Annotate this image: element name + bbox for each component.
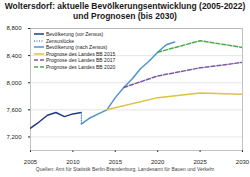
svg-text:2025: 2025	[193, 159, 207, 165]
svg-text:7,200: 7,200	[6, 134, 22, 140]
svg-text:7,600: 7,600	[6, 107, 22, 113]
svg-text:2005: 2005	[24, 159, 38, 165]
html-text:Prognose des Landes BB 2017: Prognose des Landes BB 2017	[46, 57, 116, 63]
html-text:Bevölkerung (nach Zensus): Bevölkerung (nach Zensus)	[46, 44, 108, 50]
svg-text:8,000: 8,000	[6, 80, 22, 86]
svg-text:8,400: 8,400	[6, 53, 22, 59]
html-text:Woltersdorf: aktuelle Bevölker: Woltersdorf: aktuelle Bevölkerungsentwic…	[4, 1, 246, 21]
html-text:Quellen: Amt für Statistik Ber: Quellen: Amt für Statistik Berlin-Brande…	[35, 166, 215, 172]
svg-text:2020: 2020	[151, 159, 165, 165]
svg-text:2015: 2015	[109, 159, 123, 165]
svg-text:2030: 2030	[236, 159, 250, 165]
html-text:Prognose des Landes BB 2020: Prognose des Landes BB 2020	[46, 63, 116, 70]
html-text:Bevölkerung (vor Zensus): Bevölkerung (vor Zensus)	[46, 31, 104, 37]
svg-text:2010: 2010	[66, 159, 80, 165]
html-text:Prognose des Landes BB 2015: Prognose des Landes BB 2015	[46, 50, 116, 57]
svg-text:8,800: 8,800	[6, 25, 22, 31]
html-text:Zensuslücke: Zensuslücke	[46, 37, 75, 44]
